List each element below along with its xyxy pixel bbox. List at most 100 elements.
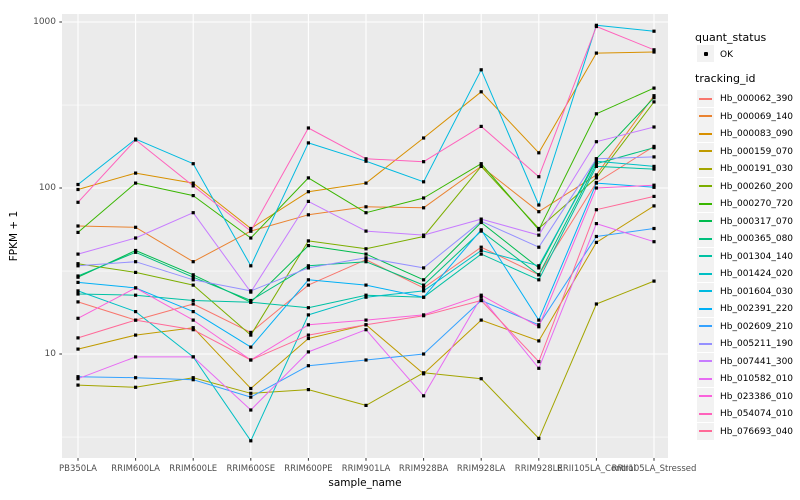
point-symbol-icon bbox=[703, 51, 708, 56]
line-swatch-icon bbox=[699, 115, 712, 117]
data-point bbox=[364, 229, 368, 233]
data-point bbox=[191, 355, 195, 359]
data-point bbox=[76, 224, 80, 228]
x-tick-label: RRIM928BA bbox=[398, 464, 449, 474]
line-swatch-icon bbox=[699, 150, 712, 152]
data-point bbox=[134, 270, 138, 274]
data-point bbox=[422, 180, 426, 184]
data-point bbox=[652, 48, 656, 52]
data-point bbox=[76, 316, 80, 320]
data-point bbox=[364, 283, 368, 287]
data-point bbox=[76, 292, 80, 296]
data-point bbox=[191, 326, 195, 330]
data-point bbox=[76, 280, 80, 284]
data-point bbox=[594, 112, 598, 116]
legend-item-label: Hb_005211_190 bbox=[720, 339, 794, 349]
data-point bbox=[76, 336, 80, 340]
data-point bbox=[594, 222, 598, 226]
data-point bbox=[191, 328, 195, 332]
data-point bbox=[249, 236, 253, 240]
data-point bbox=[306, 244, 310, 248]
legend-key-box bbox=[697, 107, 714, 125]
data-point bbox=[306, 283, 310, 287]
data-point bbox=[249, 395, 253, 399]
legend-item-label: Hb_010582_010 bbox=[720, 374, 794, 384]
data-point bbox=[306, 141, 310, 145]
legend-item-label: Hb_007441_300 bbox=[720, 356, 794, 367]
data-point bbox=[306, 176, 310, 180]
legend-item-label: Hb_054074_010 bbox=[720, 409, 794, 419]
data-point bbox=[537, 264, 541, 268]
data-point bbox=[594, 302, 598, 306]
data-point bbox=[422, 371, 426, 375]
data-point bbox=[191, 376, 195, 380]
data-point bbox=[134, 225, 138, 229]
legend-key-box bbox=[697, 90, 714, 107]
data-point bbox=[134, 248, 138, 253]
x-tick-label: RRIM928LE bbox=[514, 464, 563, 474]
data-point bbox=[364, 295, 368, 299]
data-point bbox=[594, 173, 598, 177]
data-point bbox=[76, 375, 80, 379]
legend-key-box bbox=[697, 142, 714, 160]
legend-key-box bbox=[697, 300, 714, 317]
line-swatch-icon bbox=[699, 202, 712, 205]
legend-key-box bbox=[697, 247, 714, 265]
data-point bbox=[191, 310, 195, 314]
data-point bbox=[479, 217, 483, 221]
line-swatch-icon bbox=[699, 255, 712, 257]
data-point bbox=[652, 183, 656, 187]
legend-item: Hb_001304_140 bbox=[695, 247, 800, 266]
x-tick-label: PB350LA bbox=[59, 464, 97, 474]
plot-panel bbox=[62, 14, 668, 458]
data-point bbox=[76, 252, 80, 256]
data-point bbox=[134, 260, 138, 264]
data-point bbox=[76, 187, 80, 192]
data-point bbox=[306, 199, 310, 203]
data-point bbox=[191, 194, 195, 198]
data-point bbox=[537, 318, 541, 322]
data-point bbox=[652, 279, 656, 283]
data-point bbox=[364, 252, 368, 256]
data-point bbox=[422, 278, 426, 282]
data-point bbox=[249, 264, 253, 268]
data-point bbox=[191, 318, 195, 322]
legend-item: Hb_000317_070 bbox=[695, 212, 800, 231]
data-point bbox=[134, 171, 138, 175]
data-point bbox=[652, 226, 656, 231]
data-point bbox=[191, 275, 195, 279]
x-tick-label: RRIM600LA bbox=[111, 464, 160, 474]
data-point bbox=[594, 24, 598, 29]
data-point bbox=[249, 408, 253, 412]
data-point bbox=[249, 439, 253, 443]
legend-item: Hb_000365_080 bbox=[695, 230, 800, 248]
data-point bbox=[134, 318, 138, 322]
data-point bbox=[364, 181, 368, 185]
data-point bbox=[422, 394, 426, 398]
data-point bbox=[594, 181, 598, 185]
data-point bbox=[364, 247, 368, 251]
data-point bbox=[479, 293, 483, 297]
legend-item-label: Hb_000260_200 bbox=[720, 181, 794, 192]
legend-item: Hb_023386_010 bbox=[695, 387, 800, 406]
legend-key-box bbox=[697, 352, 714, 370]
data-point bbox=[306, 264, 310, 268]
data-point bbox=[652, 155, 656, 159]
data-point bbox=[76, 200, 80, 204]
legend-item-label: Hb_076693_040 bbox=[720, 426, 794, 437]
data-point bbox=[537, 245, 541, 249]
x-tick-label: RRII105LA_Stressed bbox=[611, 464, 697, 474]
data-point bbox=[422, 136, 426, 140]
data-point bbox=[479, 248, 483, 253]
data-point bbox=[249, 358, 253, 362]
data-point bbox=[422, 160, 426, 164]
legend-item: Hb_007441_300 bbox=[695, 352, 800, 371]
data-point bbox=[594, 164, 598, 168]
data-point bbox=[306, 350, 310, 354]
legend-item-label: Hb_002609_210 bbox=[720, 321, 794, 332]
data-point bbox=[191, 211, 195, 215]
x-tick-label: RRIM928LA bbox=[456, 464, 506, 474]
data-point bbox=[594, 51, 598, 55]
